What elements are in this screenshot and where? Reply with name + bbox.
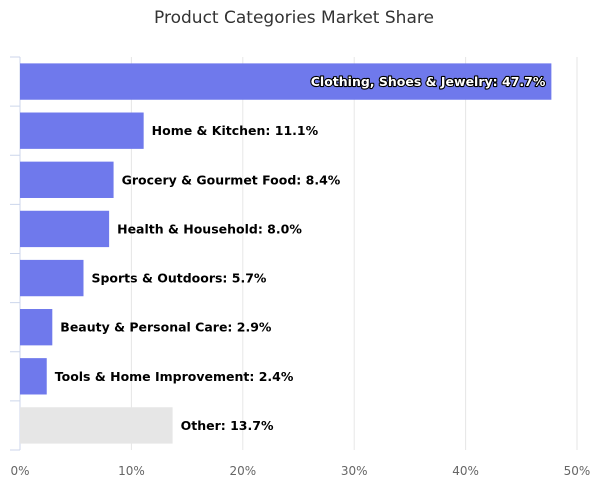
x-tick-label: 10%: [118, 464, 145, 478]
x-tick-label: 40%: [452, 464, 479, 478]
x-tick-label: 0%: [10, 464, 29, 478]
data-label: Tools & Home Improvement: 2.4%: [55, 369, 294, 384]
x-tick-label: 30%: [341, 464, 368, 478]
x-tick-label: 50%: [564, 464, 591, 478]
bars: [20, 63, 552, 444]
bar: [20, 358, 47, 395]
data-label: Beauty & Personal Care: 2.9%: [60, 320, 272, 335]
bar: [20, 161, 114, 198]
bar: [20, 259, 84, 297]
chart-title: Product Categories Market Share: [154, 8, 434, 28]
bar: [20, 112, 144, 149]
data-label: Other: 13.7%: [181, 418, 274, 433]
data-label: Clothing, Shoes & Jewelry: 47.7%: [311, 74, 546, 89]
bar: [20, 309, 53, 346]
data-labels: Clothing, Shoes & Jewelry: 47.7% Home & K…: [55, 73, 547, 433]
bar: [20, 210, 110, 248]
axes: [10, 56, 21, 451]
data-label: Home & Kitchen: 11.1%: [152, 123, 319, 138]
x-axis-tick-labels: 0% 10% 20% 30% 40% 50%: [10, 464, 590, 478]
data-label: Health & Household: 8.0%: [117, 221, 302, 236]
x-tick-label: 20%: [229, 464, 256, 478]
bar: [20, 63, 552, 100]
gridlines: [130, 57, 578, 450]
data-label: Sports & Outdoors: 5.7%: [91, 271, 266, 286]
bar: [20, 407, 173, 444]
data-label: Grocery & Gourmet Food: 8.4%: [122, 172, 341, 187]
